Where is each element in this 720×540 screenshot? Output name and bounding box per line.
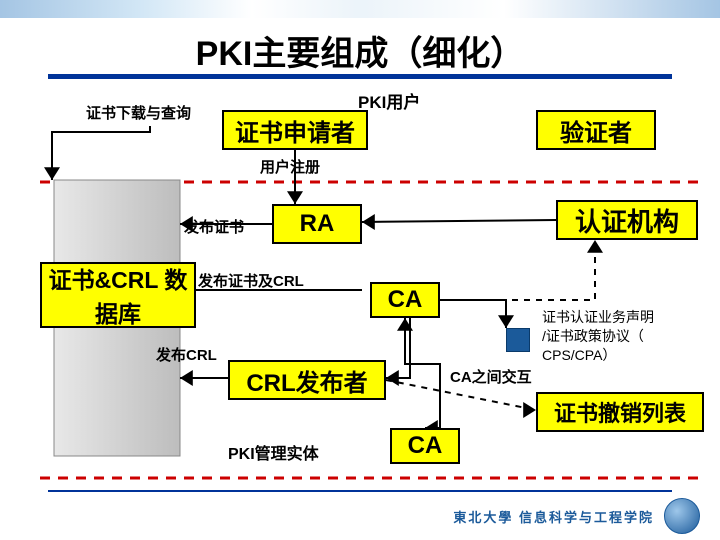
node-applicant: 证书申请者 xyxy=(222,110,368,150)
footer-logos: 東北大學 信息科学与工程学院 xyxy=(453,498,700,534)
node-user_reg: 用户注册 xyxy=(260,156,340,176)
page-title: PKI主要组成（细化） xyxy=(0,26,720,75)
decorative-top-bar xyxy=(0,0,720,18)
node-issue_cert: 发布证书 xyxy=(184,216,260,236)
diagram-stage: 证书下载与查询 PKI用户证书申请者 验证者用户注册发布证书 RA 认证机构证书&CRL… xyxy=(0,82,720,492)
node-small_sq xyxy=(506,328,530,352)
node-crl_issuer: CRL发布者 xyxy=(228,360,386,400)
node-ca2: CA xyxy=(390,428,460,464)
node-issue_crl: 发布CRL xyxy=(156,344,228,364)
node-pki_mgmt: PKI管理实体 xyxy=(228,440,348,462)
footer-logo-icon xyxy=(664,498,700,534)
footer-text: 東北大學 信息科学与工程学院 xyxy=(453,507,654,526)
node-ra: RA xyxy=(272,204,362,244)
node-issue_cert_crl: 发布证书及CRL xyxy=(198,270,326,290)
node-db: 证书&CRL 数据库 xyxy=(40,262,196,328)
node-pki_user: PKI用户 xyxy=(358,88,456,110)
node-verifier: 验证者 xyxy=(536,110,656,150)
node-ca1: CA xyxy=(370,282,440,318)
node-cps: 证书认证业务声明/证书政策协议（CPS/CPA） xyxy=(542,308,714,370)
title-underline xyxy=(48,74,672,79)
node-download_query: 证书下载与查询 xyxy=(86,102,214,126)
node-ca_org: 认证机构 xyxy=(556,200,698,240)
node-ca_interop: CA之间交互 xyxy=(450,366,540,386)
node-crl_list: 证书撤销列表 xyxy=(536,392,704,432)
bottom-rule xyxy=(48,490,672,492)
